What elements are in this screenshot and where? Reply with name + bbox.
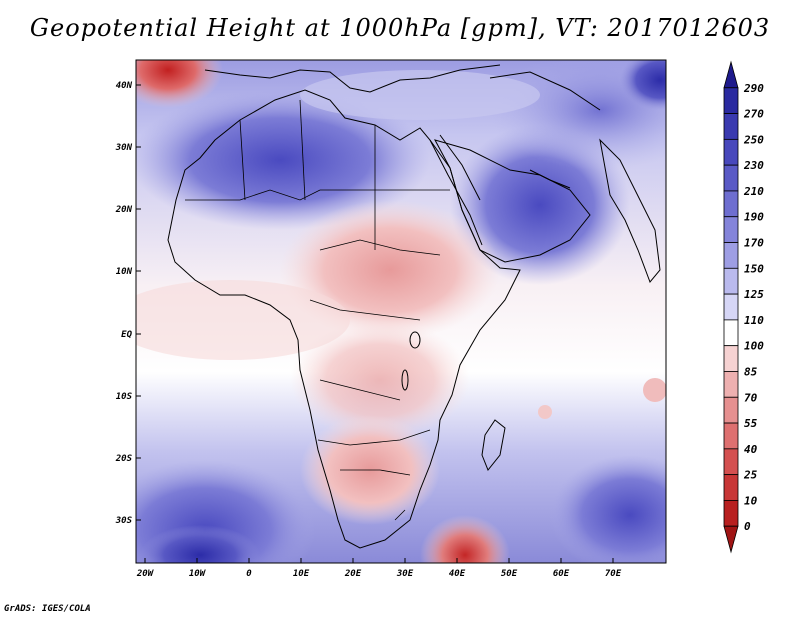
- colorbar-bin: [723, 525, 739, 554]
- lat-label: 10N: [116, 267, 133, 277]
- colorbar-label: 40: [744, 443, 758, 456]
- lat-label: 30N: [115, 143, 133, 153]
- lat-label: EQ: [121, 330, 132, 340]
- colorbar-bin: [723, 500, 739, 527]
- colorbar-bin: [723, 190, 739, 218]
- lon-ticks: [144, 558, 614, 563]
- lat-label: 40N: [116, 81, 133, 91]
- map-frame: [135, 59, 667, 564]
- colorbar-label: 250: [743, 133, 764, 146]
- geopotential-field: [136, 60, 666, 563]
- lon-label: 70E: [605, 569, 622, 579]
- colorbar-label: 55: [744, 417, 758, 430]
- lon-label: 10E: [293, 569, 310, 579]
- colorbar-bin: [723, 60, 739, 89]
- colorbar-bin: [723, 396, 739, 424]
- colorbar-bin: [723, 371, 739, 398]
- colorbar-label: 125: [744, 288, 764, 301]
- lon-label: 40E: [449, 569, 466, 579]
- colorbar-bin: [723, 474, 739, 501]
- lat-label: 10S: [116, 392, 133, 402]
- colorbar-label: 150: [744, 262, 764, 275]
- colorbar-bin: [723, 448, 739, 476]
- map-title: Geopotential Height at 1000hPa [gpm], VT…: [29, 14, 771, 42]
- colorbar-label: 100: [744, 340, 764, 353]
- colorbar-bin: [723, 345, 739, 372]
- colorbar-label: 110: [744, 314, 764, 327]
- lat-label: 30S: [115, 516, 133, 526]
- colorbar-label: 230: [743, 159, 764, 172]
- lat-label: 20S: [115, 454, 133, 464]
- colorbar-label: 0: [744, 520, 751, 533]
- lat-label: 20N: [115, 205, 133, 215]
- colorbar-bin: [723, 242, 739, 269]
- lon-label: 30E: [396, 569, 414, 579]
- lon-label: 20E: [344, 569, 362, 579]
- colorbar-label: 210: [743, 185, 764, 198]
- colorbar-bin: [723, 113, 739, 140]
- colorbar-bin: [723, 319, 739, 347]
- colorbar-label: 290: [743, 82, 764, 95]
- lon-label: 60E: [553, 569, 570, 579]
- colorbar-label: 25: [743, 469, 758, 482]
- colorbar-bin: [723, 422, 739, 450]
- lon-label: 50E: [501, 569, 518, 579]
- colorbar-label: 170: [744, 237, 764, 250]
- lon-axis: 20W 10W 0 10E 20E 30E 40E 50E 60E 70E: [136, 569, 622, 579]
- colorbar-label: 10: [744, 494, 758, 507]
- colorbar-bin: [723, 87, 739, 114]
- colorbar-label: 85: [744, 365, 758, 378]
- lon-label: 10W: [189, 569, 207, 579]
- grads-credit: GrADS: IGES/COLA: [4, 604, 91, 614]
- lat-ticks: [136, 84, 141, 521]
- lon-label: 0: [246, 569, 252, 579]
- coastlines: [167, 64, 661, 549]
- colorbar-label: 270: [743, 108, 764, 121]
- colorbar-bin: [723, 164, 739, 192]
- colorbar-bin: [723, 267, 739, 295]
- colorbar-label: 70: [744, 391, 758, 404]
- colorbar-bin: [723, 216, 739, 243]
- colorbar-label: 190: [744, 211, 764, 224]
- colorbar-bin: [723, 138, 739, 166]
- lon-label: 20W: [136, 569, 155, 579]
- colorbar-bin: [723, 293, 739, 321]
- lat-axis: 40N 30N 20N 10N EQ 10S 20S 30S: [115, 81, 133, 526]
- colorbar: 2902702502302101901701501251101008570554…: [723, 60, 764, 554]
